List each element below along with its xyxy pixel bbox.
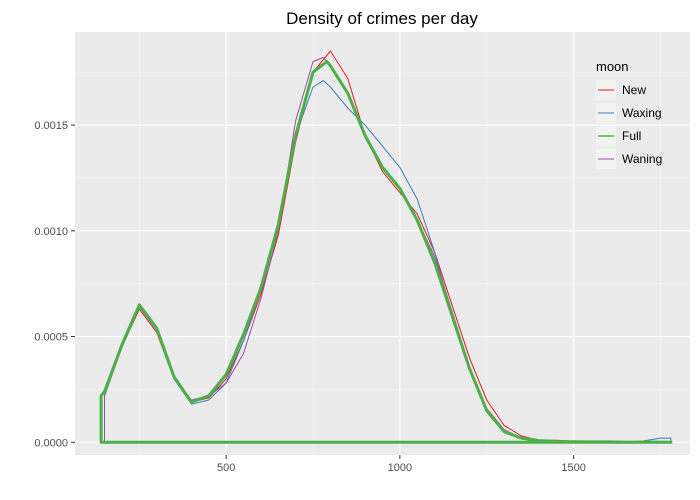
y-tick-label: 0.0015	[34, 120, 68, 132]
y-tick-label: 0.0000	[34, 437, 68, 449]
x-tick-label: 1000	[388, 462, 412, 474]
chart-title: Density of crimes per day	[286, 9, 478, 28]
x-axis: 500 1000 1500	[217, 455, 586, 474]
legend-label-waxing: Waxing	[622, 106, 662, 120]
y-tick-label: 0.0005	[34, 332, 68, 344]
legend: moon New Waxing Full Waning	[596, 59, 662, 169]
y-tick-label: 0.0010	[34, 226, 68, 238]
minor-gridlines	[75, 32, 690, 455]
legend-label-waning: Waning	[622, 152, 662, 166]
x-tick-label: 1500	[561, 462, 585, 474]
legend-title: moon	[596, 59, 629, 74]
x-tick-label: 500	[217, 462, 235, 474]
y-axis: 0.0000 0.0005 0.0010 0.0015	[34, 120, 75, 449]
legend-label-new: New	[622, 83, 646, 97]
legend-label-full: Full	[622, 129, 641, 143]
series-lines	[99, 50, 673, 444]
density-line-full	[99, 60, 673, 444]
